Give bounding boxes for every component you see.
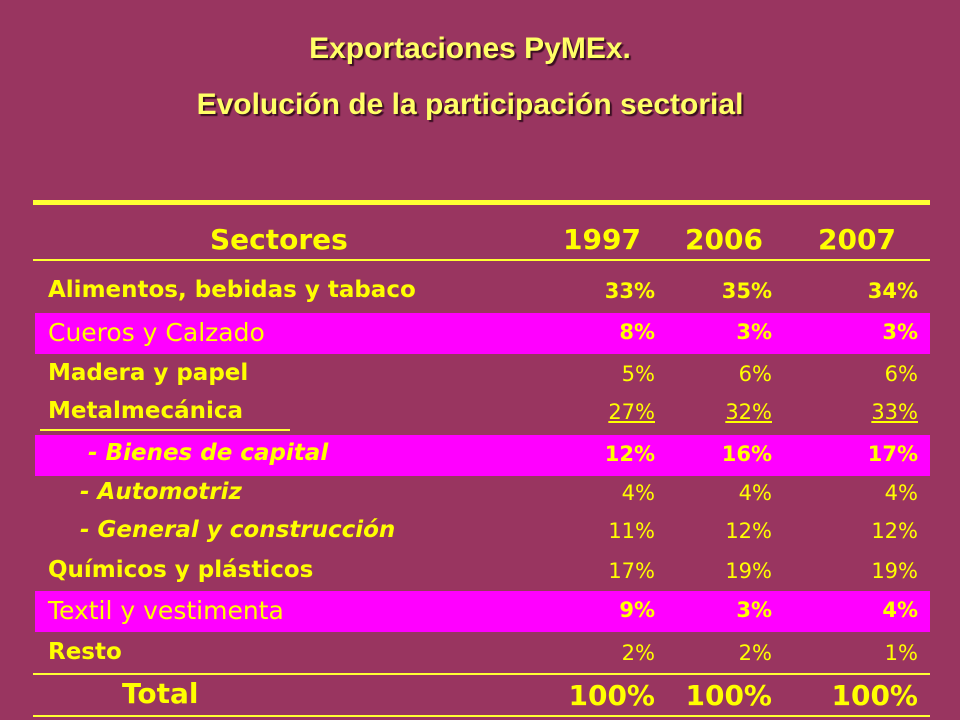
row-value: 4% <box>884 481 918 505</box>
column-header: 2006 <box>685 223 763 256</box>
row-value: 8% <box>619 320 655 344</box>
label-underline <box>40 429 290 431</box>
row-value: 11% <box>608 519 655 543</box>
row-value: 3% <box>882 320 918 344</box>
row-label: Resto <box>48 639 122 665</box>
row-label: - General y construcción <box>80 517 396 543</box>
row-value: 1% <box>884 641 918 665</box>
top-rule <box>33 200 930 205</box>
row-value: 2% <box>621 641 655 665</box>
row-value: 12% <box>725 519 772 543</box>
slide-title: Exportaciones PyMEx. <box>309 32 631 65</box>
row-value: 34% <box>867 279 918 303</box>
header-rule <box>33 259 930 261</box>
bottom-rule <box>33 715 930 717</box>
row-label: - Bienes de capital <box>88 440 329 466</box>
row-value: 3% <box>736 320 772 344</box>
row-value: 32% <box>725 400 772 424</box>
row-value: 33% <box>871 400 918 424</box>
row-value: 4% <box>621 481 655 505</box>
row-value: 2% <box>738 641 772 665</box>
row-label: Cueros y Calzado <box>48 318 265 347</box>
row-value: 3% <box>736 598 772 622</box>
row-label: Total <box>122 677 199 710</box>
row-label: Químicos y plásticos <box>48 557 314 583</box>
row-value: 35% <box>721 279 772 303</box>
row-value: 5% <box>621 362 655 386</box>
row-value: 12% <box>871 519 918 543</box>
row-value: 17% <box>608 559 655 583</box>
row-value: 100% <box>685 679 772 712</box>
row-label: Madera y papel <box>48 360 249 386</box>
column-header: Sectores <box>210 223 348 256</box>
row-value: 4% <box>882 598 918 622</box>
row-label: Textil y vestimenta <box>48 596 284 625</box>
row-value: 4% <box>738 481 772 505</box>
slide-subtitle: Evolución de la participación sectorial <box>196 88 744 121</box>
row-label: Alimentos, bebidas y tabaco <box>48 277 416 303</box>
row-highlight <box>35 591 930 632</box>
total-rule <box>33 673 930 675</box>
row-highlight <box>35 313 930 354</box>
row-value: 100% <box>568 679 655 712</box>
column-header: 2007 <box>818 223 896 256</box>
row-value: 16% <box>721 442 772 466</box>
row-value: 12% <box>604 442 655 466</box>
row-value: 19% <box>725 559 772 583</box>
row-value: 100% <box>831 679 918 712</box>
row-value: 17% <box>867 442 918 466</box>
row-label: Metalmecánica <box>48 398 244 424</box>
row-value: 6% <box>738 362 772 386</box>
row-value: 9% <box>619 598 655 622</box>
row-value: 6% <box>884 362 918 386</box>
row-label: - Automotriz <box>80 479 242 505</box>
row-value: 19% <box>871 559 918 583</box>
row-value: 27% <box>608 400 655 424</box>
column-header: 1997 <box>563 223 641 256</box>
row-highlight <box>35 435 930 476</box>
row-value: 33% <box>604 279 655 303</box>
